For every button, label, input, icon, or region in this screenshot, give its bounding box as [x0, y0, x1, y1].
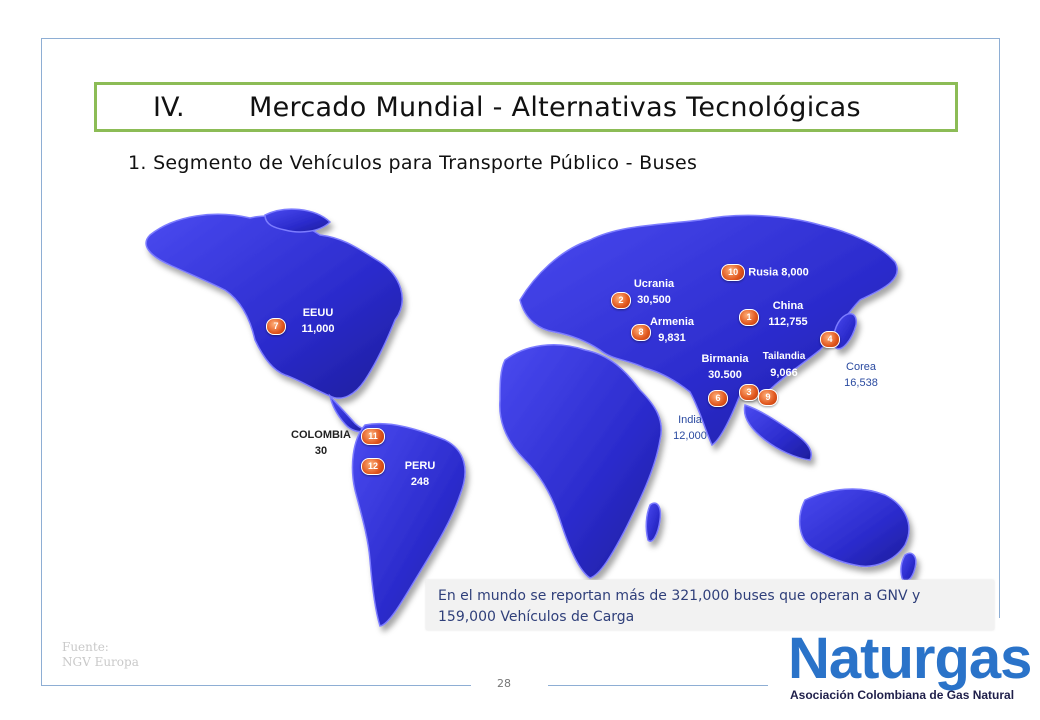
label-ucrania: Ucrania 30,500: [626, 276, 682, 308]
subtitle: 1. Segmento de Vehículos para Transporte…: [128, 152, 698, 174]
country-value: 30,500: [637, 294, 671, 306]
country-value: 112,755: [768, 316, 808, 328]
summary-note: En el mundo se reportan más de 321,000 b…: [426, 580, 994, 630]
badge-4: 4: [820, 331, 840, 348]
country-name: Ucrania: [633, 278, 675, 290]
country-name: Birmania: [701, 353, 749, 365]
badge-10: 10: [721, 264, 746, 281]
label-china: China 112,755: [760, 298, 816, 330]
country-value: 30: [314, 445, 328, 457]
country-name: Corea: [846, 361, 876, 373]
badge-1: 1: [739, 309, 759, 326]
country-value: 11,000: [301, 323, 335, 335]
country-value: 248: [410, 476, 430, 488]
country-name: EEUU: [302, 307, 334, 319]
country-name: Tailandia: [762, 351, 806, 362]
badge-8: 8: [631, 324, 651, 341]
badge-9: 9: [758, 389, 778, 406]
label-corea: Corea 16,538: [836, 359, 886, 391]
southeast-asia: [743, 404, 812, 461]
badge-7: 7: [266, 318, 286, 335]
badge-3: 3: [739, 384, 759, 401]
label-birmania: Birmania 30.500: [694, 351, 756, 383]
source-label: Fuente:: [62, 640, 109, 654]
eurasia: [519, 214, 898, 447]
slide-frame: [41, 38, 1000, 686]
country-name: PERU: [404, 460, 436, 472]
page-number: 28: [497, 677, 511, 690]
label-india: India 12,000: [664, 412, 716, 444]
frame-line: [999, 38, 1000, 618]
page-title: Mercado Mundial - Alternativas Tecnológi…: [249, 91, 861, 123]
north-america: [145, 213, 403, 399]
africa: [499, 344, 662, 579]
country-name: Armenia: [649, 316, 695, 328]
country-name: China: [772, 300, 804, 312]
badge-11: 11: [361, 428, 385, 445]
logo-tagline: Asociación Colombiana de Gas Natural: [790, 688, 1015, 702]
source-value: NGV Europa: [62, 655, 139, 669]
label-colombia: COLOMBIA 30: [285, 427, 357, 459]
label-eeuu: EEUU 11,000: [292, 305, 344, 337]
country-value: 9,066: [770, 367, 798, 379]
country-value: 12,000: [673, 430, 707, 442]
summary-note-text: En el mundo se reportan más de 321,000 b…: [438, 588, 921, 625]
madagascar: [645, 502, 662, 542]
greenland: [264, 208, 332, 233]
frame-line: [548, 685, 768, 686]
badge-6: 6: [708, 390, 728, 407]
country-name: COLOMBIA: [291, 429, 351, 441]
australia: [798, 488, 910, 567]
country-value: 16,538: [844, 377, 878, 389]
source-note: Fuente: NGV Europa: [62, 640, 139, 670]
country-value: 9,831: [658, 332, 686, 344]
badge-2: 2: [611, 292, 631, 309]
label-peru: PERU 248: [398, 458, 442, 490]
country-name: India: [678, 414, 702, 426]
title-box: IV. Mercado Mundial - Alternativas Tecno…: [94, 82, 958, 132]
naturgas-logo: Naturgas: [788, 626, 1032, 691]
label-armenia: Armenia 9,831: [640, 314, 704, 346]
south-america: [351, 422, 466, 627]
frame-line: [41, 685, 471, 686]
label-rusia: 10 Rusia 8,000: [710, 264, 820, 281]
country-value: 30.500: [708, 369, 742, 381]
label-tailandia: Tailandia 9,066: [756, 349, 812, 381]
new-zealand: [900, 552, 917, 582]
title-number: IV.: [153, 91, 185, 123]
country-name: Rusia 8,000: [748, 266, 809, 279]
badge-12: 12: [361, 458, 385, 475]
